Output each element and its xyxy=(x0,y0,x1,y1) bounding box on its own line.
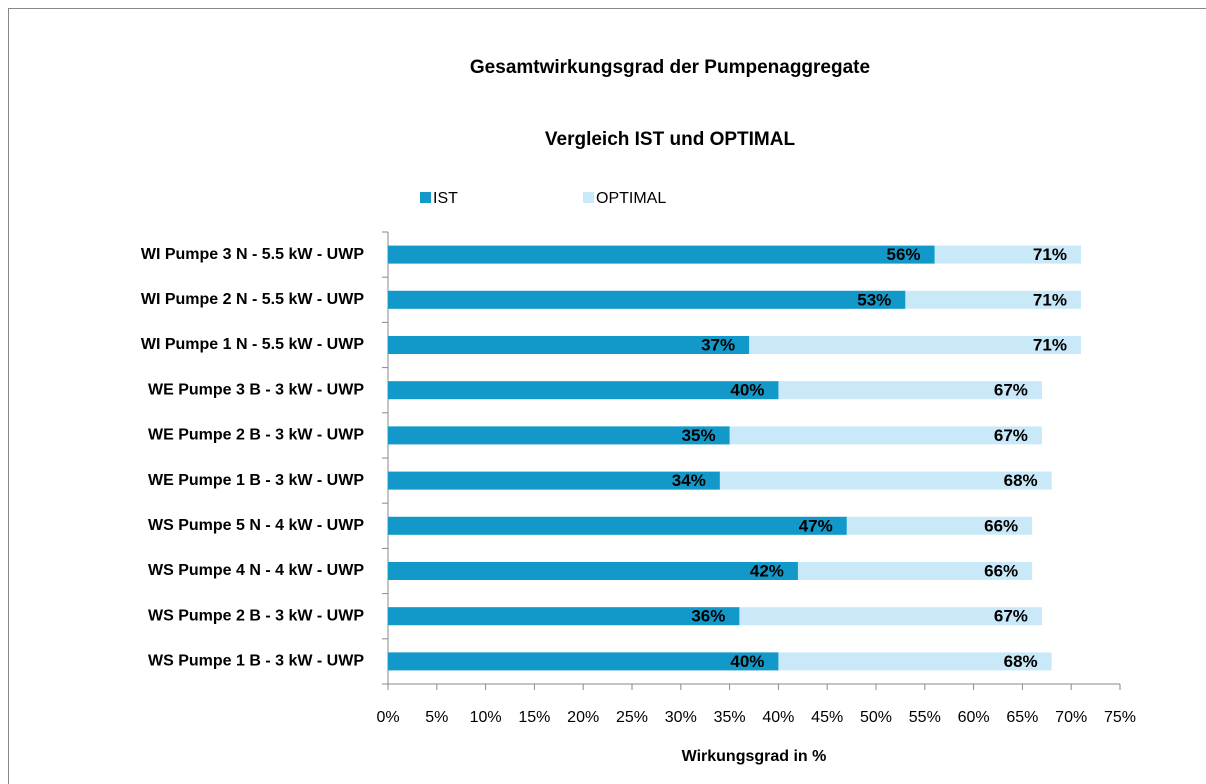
data-label: 37% xyxy=(701,335,735,354)
x-tick-label: 60% xyxy=(958,709,990,726)
data-label: 56% xyxy=(887,245,921,264)
legend-swatch xyxy=(420,192,431,203)
y-tick-label: WI Pumpe 2 N - 5.5 kW - UWP xyxy=(141,291,364,308)
data-label: 42% xyxy=(750,561,784,580)
data-label: 68% xyxy=(1004,471,1038,490)
bar xyxy=(388,516,847,535)
x-tick-label: 20% xyxy=(567,709,599,726)
data-label: 67% xyxy=(994,426,1028,445)
x-tick-label: 45% xyxy=(811,709,843,726)
bar xyxy=(388,245,935,264)
y-tick-label: WS Pumpe 4 N - 4 kW - UWP xyxy=(148,562,364,579)
data-label: 47% xyxy=(799,516,833,535)
x-tick-label: 0% xyxy=(376,709,399,726)
data-label: 40% xyxy=(730,652,764,671)
chart-subtitle: Vergleich IST und OPTIMAL xyxy=(545,129,796,150)
bar xyxy=(388,652,779,671)
chart-frame xyxy=(8,8,1206,784)
data-label: 67% xyxy=(994,381,1028,400)
y-tick-label: WE Pumpe 1 B - 3 kW - UWP xyxy=(148,472,364,489)
y-tick-label: WE Pumpe 3 B - 3 kW - UWP xyxy=(148,381,364,398)
x-axis-title: Wirkungsgrad in % xyxy=(682,748,827,765)
x-tick-label: 65% xyxy=(1006,709,1038,726)
data-label: 66% xyxy=(984,516,1018,535)
data-label: 34% xyxy=(672,471,706,490)
data-label: 68% xyxy=(1004,652,1038,671)
x-tick-label: 70% xyxy=(1055,709,1087,726)
x-tick-label: 55% xyxy=(909,709,941,726)
bar xyxy=(388,381,779,400)
x-tick-label: 10% xyxy=(470,709,502,726)
legend-label: OPTIMAL xyxy=(596,190,666,207)
x-tick-label: 50% xyxy=(860,709,892,726)
x-tick-label: 40% xyxy=(762,709,794,726)
x-tick-label: 35% xyxy=(714,709,746,726)
bar xyxy=(388,562,798,580)
legend-label: IST xyxy=(433,190,458,207)
y-tick-label: WI Pumpe 1 N - 5.5 kW - UWP xyxy=(141,336,364,353)
bar xyxy=(388,290,906,309)
data-label: 71% xyxy=(1033,335,1067,354)
bar xyxy=(388,471,720,490)
y-tick-label: WS Pumpe 1 B - 3 kW - UWP xyxy=(148,653,364,670)
data-label: 36% xyxy=(691,607,725,626)
data-label: 35% xyxy=(682,426,716,445)
x-tick-label: 25% xyxy=(616,709,648,726)
data-label: 71% xyxy=(1033,290,1067,309)
x-tick-label: 30% xyxy=(665,709,697,726)
bar xyxy=(388,336,750,354)
x-tick-label: 15% xyxy=(518,709,550,726)
x-tick-label: 5% xyxy=(425,709,448,726)
legend-swatch xyxy=(583,192,594,203)
y-tick-label: WS Pumpe 5 N - 4 kW - UWP xyxy=(148,517,364,534)
bar xyxy=(388,426,730,445)
bar xyxy=(388,607,740,626)
data-label: 71% xyxy=(1033,245,1067,264)
y-tick-label: WI Pumpe 3 N - 5.5 kW - UWP xyxy=(141,246,364,263)
data-label: 40% xyxy=(730,381,764,400)
data-label: 66% xyxy=(984,561,1018,580)
data-label: 67% xyxy=(994,607,1028,626)
x-tick-label: 75% xyxy=(1104,709,1136,726)
data-label: 53% xyxy=(857,290,891,309)
chart-title: Gesamtwirkungsgrad der Pumpenaggregate xyxy=(470,57,870,78)
y-tick-label: WE Pumpe 2 B - 3 kW - UWP xyxy=(148,427,364,444)
y-tick-label: WS Pumpe 2 B - 3 kW - UWP xyxy=(148,607,364,624)
